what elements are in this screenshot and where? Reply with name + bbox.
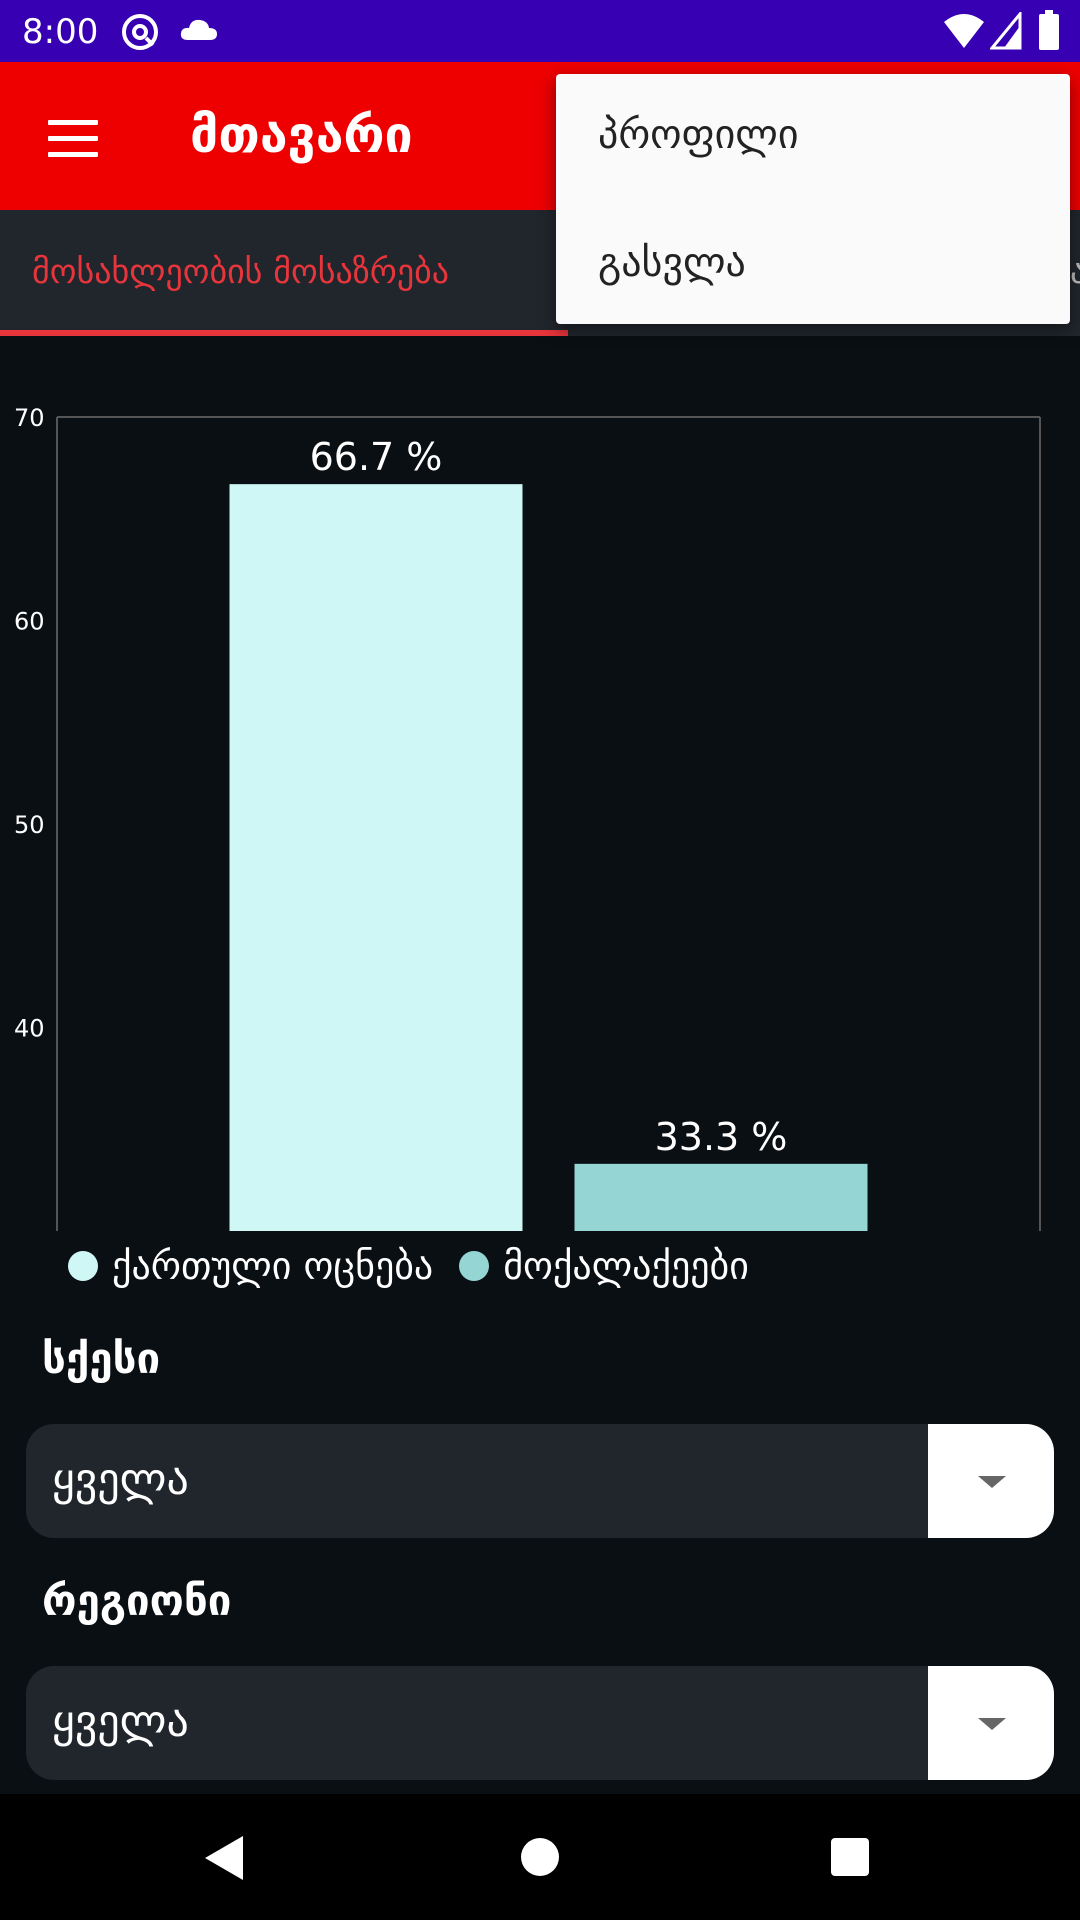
- at-sign-icon: [120, 12, 160, 56]
- bar: [229, 484, 523, 1231]
- region-value: ყველა: [52, 1696, 189, 1747]
- legend-swatch: [68, 1251, 98, 1281]
- tab-indicator: [0, 330, 568, 336]
- home-icon[interactable]: [521, 1838, 559, 1876]
- status-bar: 8:00: [0, 0, 1080, 62]
- chevron-down-icon: [978, 1718, 1006, 1730]
- legend-item: ქართული ოცნება: [68, 1244, 433, 1288]
- overflow-menu: პროფილი გასვლა: [556, 74, 1070, 324]
- region-dropdown[interactable]: ყველა: [26, 1666, 1054, 1780]
- gender-dropdown[interactable]: ყველა: [26, 1424, 1054, 1538]
- region-label: რეგიონი: [42, 1576, 232, 1625]
- legend-label: ქართული ოცნება: [112, 1244, 434, 1288]
- tab-label: მოსახლეობის მოსაზრება: [32, 252, 449, 292]
- navigation-bar: [0, 1794, 1080, 1920]
- y-tick-label: 40: [14, 1015, 45, 1043]
- cloud-icon: [178, 14, 220, 50]
- gender-value: ყველა: [52, 1454, 189, 1505]
- legend-swatch: [459, 1251, 490, 1281]
- menu-item-logout[interactable]: გასვლა: [598, 240, 746, 286]
- y-tick-label: 70: [14, 404, 45, 432]
- gender-dropdown-button[interactable]: [928, 1424, 1054, 1538]
- gender-label: სქესი: [42, 1334, 161, 1383]
- back-icon[interactable]: [205, 1836, 243, 1880]
- signal-icon: [988, 9, 1022, 54]
- chevron-down-icon: [978, 1476, 1006, 1488]
- y-tick-label: 60: [14, 608, 45, 636]
- bar-chart: 40 50 60 70 66.7 % 33.3 %: [0, 395, 1080, 1235]
- battery-icon: [1038, 10, 1060, 56]
- legend-label: მოქალაქეები: [503, 1244, 749, 1288]
- bar-value-label: 66.7 %: [310, 435, 443, 479]
- legend-item: მოქალაქეები: [459, 1244, 749, 1288]
- tab-population-opinion[interactable]: მოსახლეობის მოსაზრება: [0, 210, 568, 336]
- bar-value-label: 33.3 %: [655, 1115, 788, 1159]
- y-tick-label: 50: [14, 811, 45, 839]
- status-time: 8:00: [22, 12, 99, 52]
- hamburger-menu-icon[interactable]: [48, 120, 98, 158]
- chart-legend: ქართული ოცნება მოქალაქეები: [68, 1240, 775, 1292]
- app-title: მთავარი: [190, 106, 413, 164]
- chart-svg: 40 50 60 70 66.7 % 33.3 %: [14, 404, 1041, 1231]
- menu-item-profile[interactable]: პროფილი: [598, 112, 799, 158]
- bar: [574, 1163, 868, 1231]
- tab-next[interactable]: ა: [1070, 252, 1080, 292]
- recents-icon[interactable]: [831, 1838, 869, 1876]
- wifi-icon: [942, 12, 986, 54]
- region-dropdown-button[interactable]: [928, 1666, 1054, 1780]
